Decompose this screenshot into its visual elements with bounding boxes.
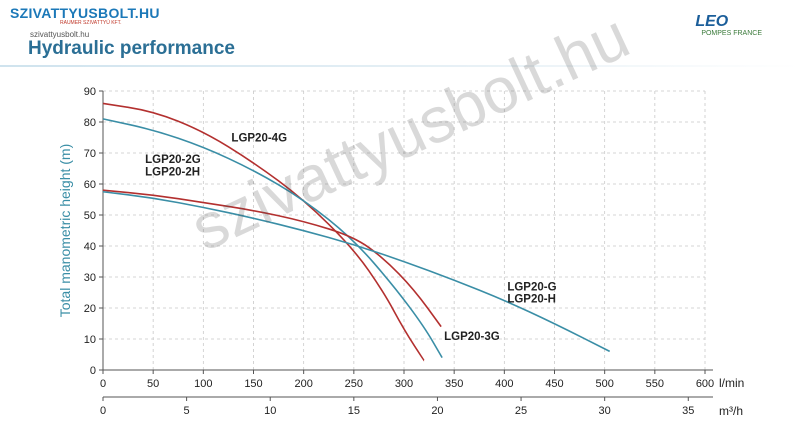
x2-axis-label: m³/h xyxy=(719,404,743,418)
x-tick-label: 200 xyxy=(294,378,312,390)
x-axis-label: l/min xyxy=(719,376,744,390)
shop-logo[interactable]: SZIVATTYUSBOLT.HU RAUMER SZIVATTYÚ KFT. xyxy=(10,6,160,26)
y-tick-label: 60 xyxy=(84,179,96,191)
x-tick-label: 300 xyxy=(395,378,413,390)
site-url: szivattyusbolt.hu xyxy=(30,30,90,39)
x2-tick-label: 30 xyxy=(599,405,611,417)
brand-subtitle: POMPES FRANCE xyxy=(701,30,762,37)
curve-label: LGP20-H xyxy=(507,294,556,306)
x-tick-label: 250 xyxy=(345,378,363,390)
x2-tick-label: 0 xyxy=(100,405,106,417)
y-tick-label: 70 xyxy=(84,148,96,160)
curve-label: LGP20-G xyxy=(507,281,556,293)
x2-tick-label: 20 xyxy=(431,405,443,417)
x-tick-label: 100 xyxy=(194,378,212,390)
y-tick-label: 0 xyxy=(90,365,96,377)
curve-series-4 xyxy=(102,190,611,353)
x-tick-label: 500 xyxy=(595,378,613,390)
y-axis-label: Total manometric height (m) xyxy=(57,144,73,318)
x2-tick-label: 10 xyxy=(264,405,276,417)
curve-series-2 xyxy=(102,118,443,359)
x-tick-label: 450 xyxy=(545,378,563,390)
x-tick-label: 0 xyxy=(100,378,106,390)
y-tick-label: 50 xyxy=(84,210,96,222)
brand-name: LEO xyxy=(695,13,729,30)
x-tick-label: 50 xyxy=(147,378,159,390)
x-tick-label: 350 xyxy=(445,378,463,390)
y-tick-label: 20 xyxy=(84,303,96,315)
x-tick-label: 600 xyxy=(696,378,714,390)
title-divider xyxy=(0,65,800,67)
curve-label: LGP20-2G xyxy=(145,154,201,166)
x-tick-label: 400 xyxy=(495,378,513,390)
curve-label: LGP20-3G xyxy=(444,331,500,343)
y-tick-label: 90 xyxy=(84,86,96,98)
y-tick-label: 40 xyxy=(84,241,96,253)
y-tick-label: 80 xyxy=(84,117,96,129)
y-tick-label: 30 xyxy=(84,272,96,284)
page-title: Hydraulic performance xyxy=(28,38,235,59)
shop-logo-text: SZIVATTYUSBOLT.HU xyxy=(10,5,160,21)
curve-label: LGP20-2H xyxy=(145,167,200,179)
y-tick-label: 10 xyxy=(84,334,96,346)
brand-logo: LEO POMPES FRANCE xyxy=(695,14,762,38)
x-tick-label: 550 xyxy=(646,378,664,390)
shop-logo-tagline: RAUMER SZIVATTYÚ KFT. xyxy=(60,20,122,26)
curve-label: LGP20-4G xyxy=(231,133,287,145)
x2-tick-label: 5 xyxy=(184,405,190,417)
x2-tick-label: 35 xyxy=(682,405,694,417)
x-tick-label: 150 xyxy=(244,378,262,390)
x2-tick-label: 15 xyxy=(348,405,360,417)
x2-tick-label: 25 xyxy=(515,405,527,417)
curve-series-3 xyxy=(102,189,442,328)
